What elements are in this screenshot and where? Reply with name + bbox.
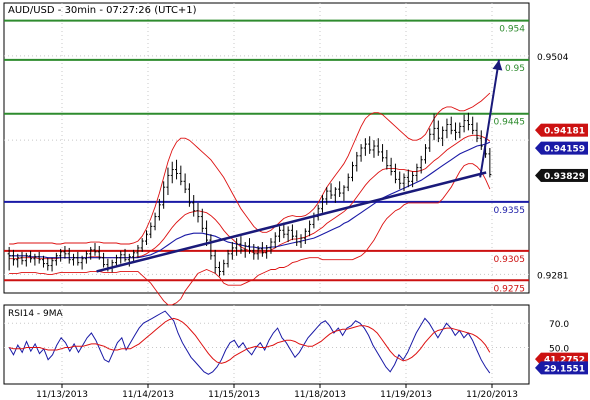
- date-tick-label: 11/20/2013: [466, 390, 518, 400]
- price-axis: 0.9504 0.9281 0.94181 0.94159 0.93829: [535, 53, 588, 281]
- trendline-group: [96, 59, 503, 273]
- support-trendline: [96, 171, 487, 273]
- price-badge-black-pointer: [535, 168, 541, 182]
- level-label: 0.9445: [494, 118, 526, 128]
- rsi-badge-blue-label: 29.1551: [544, 364, 585, 374]
- rsi-ma-line: [9, 317, 491, 364]
- price-grid: [4, 3, 529, 293]
- rsi-title: RSI14 - 9MA: [8, 309, 64, 319]
- price-badge-black-label: 0.93829: [544, 172, 585, 182]
- level-label: 0.9305: [494, 255, 526, 265]
- level-label: 0.9275: [494, 284, 526, 294]
- date-axis: 11/13/2013 11/14/2013 11/15/2013 11/18/2013…: [36, 384, 518, 400]
- level-label: 0.954: [499, 25, 525, 35]
- bollinger-lower-line: [9, 163, 491, 306]
- price-badge-blue-pointer: [535, 141, 541, 155]
- date-tick-label: 11/19/2013: [380, 390, 432, 400]
- rsi-badge-red-label: 41.2752: [544, 356, 585, 366]
- date-tick-label: 11/15/2013: [208, 390, 260, 400]
- price-tick-label: 0.9281: [537, 271, 569, 281]
- rsi-lines: [8, 310, 491, 375]
- price-tick-label: 0.9504: [537, 53, 569, 63]
- date-tick-label: 11/13/2013: [36, 390, 88, 400]
- rsi-line: [8, 310, 491, 375]
- date-tick-label: 11/14/2013: [122, 390, 174, 400]
- rsi-tick-label: 50.0: [549, 345, 569, 355]
- rsi-badge-blue-bg: [541, 361, 588, 375]
- level-label: 0.95: [505, 64, 525, 74]
- horizontal-levels: 0.954 0.95 0.9445 0.9355 0.9305 0.9275: [4, 19, 529, 294]
- rsi-panel-frame: [3, 304, 530, 385]
- rsi-badge-red-pointer: [535, 352, 541, 366]
- price-panel-frame: [3, 2, 530, 294]
- price-badge-black-bg: [541, 168, 588, 182]
- projection-arrow-shaft: [479, 59, 500, 178]
- price-badge-blue-label: 0.94159: [544, 145, 585, 155]
- chart-title: AUD/USD - 30min - 07:27:26 (UTC+1): [8, 5, 197, 16]
- price-badge-red-pointer: [535, 123, 541, 137]
- price-badge-red-label: 0.94181: [544, 127, 585, 137]
- rsi-tick-label: 70.0: [549, 320, 569, 330]
- price-badge-red-bg: [541, 123, 588, 137]
- candlesticks: [7, 112, 492, 277]
- bollinger-upper-line: [9, 92, 491, 245]
- rsi-badge-blue-pointer: [535, 361, 541, 375]
- date-tick-label: 11/18/2013: [294, 390, 346, 400]
- level-label: 0.9355: [494, 206, 526, 216]
- projection-arrow-head: [492, 59, 503, 71]
- price-badge-blue-bg: [541, 141, 588, 155]
